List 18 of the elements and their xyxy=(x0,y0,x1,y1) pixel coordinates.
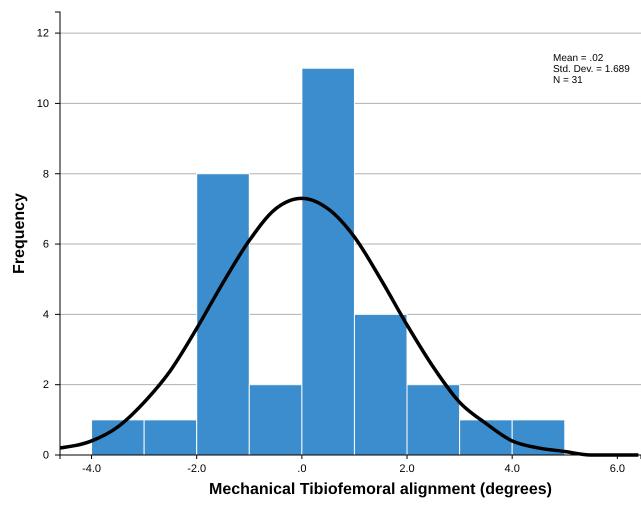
y-tick-label: 12 xyxy=(36,28,49,40)
x-axis-title: Mechanical Tibiofemoral alignment (degrees) xyxy=(209,481,552,498)
y-tick-label: 0 xyxy=(42,450,49,462)
annotation: N = 31 xyxy=(553,75,584,86)
y-tick-label: 10 xyxy=(36,98,49,110)
x-tick-label: 2.0 xyxy=(399,462,415,475)
y-tick-label: 8 xyxy=(42,168,49,180)
annotation: Std. Dev. = 1.689 xyxy=(553,64,630,75)
x-tick-label: -4.0 xyxy=(82,462,102,475)
x-tick-label: 6.0 xyxy=(610,462,625,475)
y-tick-label: 6 xyxy=(42,238,49,251)
x-tick-label: -2.0 xyxy=(187,462,206,475)
x-tick-label: .0 xyxy=(297,462,306,475)
y-tick-label: 2 xyxy=(42,379,49,392)
annotation: Mean = .02 xyxy=(553,53,604,64)
x-tick-label: 4.0 xyxy=(504,462,520,475)
y-tick-label: 4 xyxy=(42,308,49,321)
y-axis-title: Frequency xyxy=(11,192,28,274)
